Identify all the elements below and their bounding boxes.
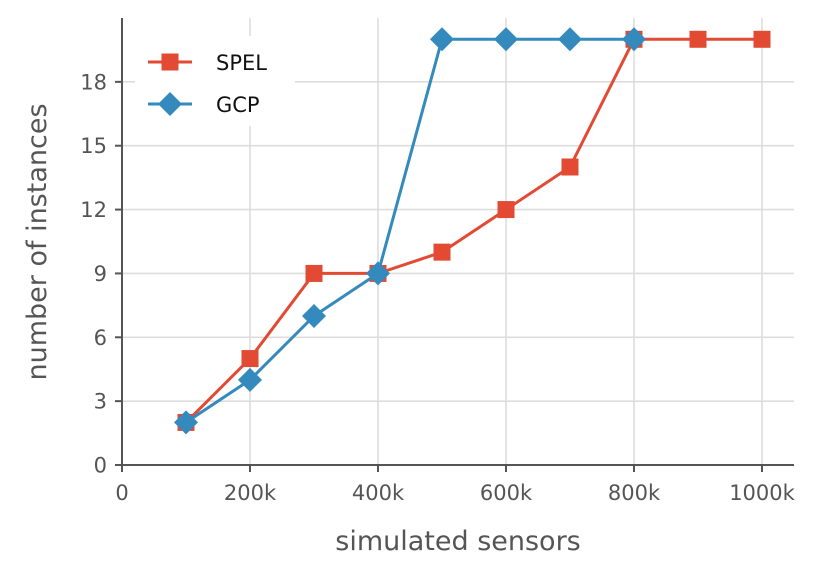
series-line-spel: [184, 37, 762, 424]
y-axis-ticks: 0 3 6 9 12 15 18: [80, 70, 122, 478]
data-point-spel: [497, 201, 515, 219]
x-tick-label: 600k: [480, 481, 533, 505]
legend-background: [135, 36, 295, 126]
y-tick-label: 12: [80, 198, 107, 222]
x-tick-label: 0: [115, 481, 128, 505]
data-point-gcp: [494, 27, 518, 52]
data-point-gcp: [174, 410, 198, 435]
data-point-spel: [753, 30, 771, 48]
data-point-gcp: [622, 27, 646, 52]
data-point-gcp: [430, 27, 454, 52]
y-tick-label: 0: [94, 454, 107, 478]
data-point-spel: [689, 30, 707, 48]
legend: SPEL GCP: [135, 36, 295, 126]
data-point-spel: [305, 264, 323, 282]
legend-swatch-marker: [158, 92, 182, 116]
y-tick-label: 6: [94, 326, 107, 350]
x-tick-label: 800k: [608, 481, 661, 505]
x-axis-title: simulated sensors: [335, 526, 581, 557]
series-gcp: [174, 27, 646, 435]
axes: [121, 18, 794, 466]
y-tick-label: 9: [94, 262, 107, 286]
x-axis-ticks: 0 200k 400k 600k 800k 1000k: [115, 465, 796, 505]
legend-swatch-marker: [161, 53, 179, 71]
data-point-gcp: [558, 27, 582, 52]
y-tick-label: 3: [94, 390, 107, 414]
data-point-spel: [433, 243, 451, 261]
legend-label: GCP: [216, 93, 260, 117]
legend-item-gcp: GCP: [148, 92, 260, 117]
data-series: [174, 27, 771, 435]
x-tick-label: 400k: [352, 481, 405, 505]
legend-label: SPEL: [216, 51, 267, 75]
x-tick-label: 200k: [224, 481, 277, 505]
x-tick-label: 1000k: [729, 481, 795, 505]
y-tick-label: 15: [80, 134, 107, 158]
y-axis-title: number of instances: [22, 103, 53, 380]
data-point-gcp: [366, 261, 390, 286]
legend-item-spel: SPEL: [148, 51, 267, 75]
data-point-gcp: [238, 367, 262, 392]
data-point-spel: [561, 158, 579, 176]
data-point-spel: [241, 350, 259, 368]
y-tick-label: 18: [80, 70, 107, 94]
data-point-gcp: [302, 304, 326, 328]
